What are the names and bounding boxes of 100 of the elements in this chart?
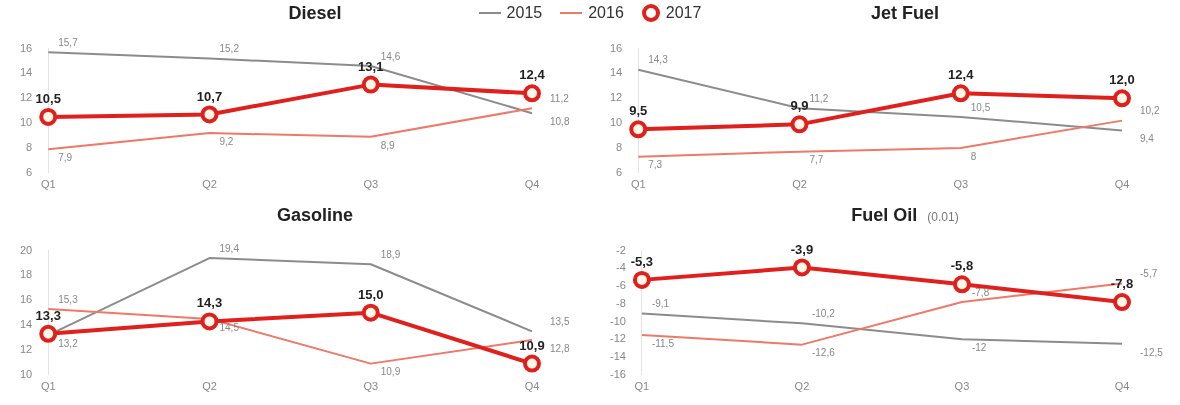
data-label: 10,8 xyxy=(550,115,570,127)
point xyxy=(200,312,219,331)
data-label: 14,3 xyxy=(196,295,223,311)
y-tick-label: 12 xyxy=(19,342,33,355)
x-tick-label: Q1 xyxy=(634,380,650,393)
data-label: 15,7 xyxy=(58,37,79,49)
data-label: -5,3 xyxy=(630,253,654,269)
data-label: -5,8 xyxy=(950,258,974,274)
data-label: -12 xyxy=(971,342,987,354)
y-tick-label: 10 xyxy=(19,367,33,380)
x-tick-label: Q3 xyxy=(954,380,970,393)
data-label: 10,7 xyxy=(196,88,223,104)
data-label: 10,5 xyxy=(970,101,991,113)
y-tick-label: 14 xyxy=(609,66,623,79)
y-tick-label: -8 xyxy=(616,296,626,309)
x-tick-label: Q2 xyxy=(202,178,217,191)
y-tick-label: 12 xyxy=(19,91,33,104)
data-label: 10,5 xyxy=(35,90,61,106)
y-tick-label: 14 xyxy=(19,66,33,79)
data-label: 9,2 xyxy=(219,135,234,147)
chart-subtitle: (0.01) xyxy=(927,210,959,224)
y-tick-label: 6 xyxy=(616,165,623,178)
y-tick-label: 12 xyxy=(609,91,623,104)
data-label: -3,9 xyxy=(790,241,814,257)
data-label: 12,4 xyxy=(519,67,546,83)
x-tick-label: Q4 xyxy=(1114,178,1130,191)
y-tick-label: 6 xyxy=(26,165,33,178)
point xyxy=(361,303,380,322)
chart-title: Jet Fuel xyxy=(870,3,940,23)
data-label: 13,2 xyxy=(58,337,79,349)
data-label: 8,9 xyxy=(380,139,396,151)
data-label: 15,2 xyxy=(219,43,240,55)
data-label: -10,2 xyxy=(811,308,836,320)
x-tick-label: Q1 xyxy=(40,380,56,393)
y-tick-label: 14 xyxy=(19,318,33,331)
data-label: -9,1 xyxy=(651,298,670,310)
data-label: -12,5 xyxy=(1140,346,1164,358)
y-tick-label: 18 xyxy=(19,268,33,281)
y-tick-label: 16 xyxy=(19,293,33,306)
data-label: 14,3 xyxy=(648,54,669,66)
data-label: 19,4 xyxy=(219,242,240,254)
point xyxy=(952,275,971,294)
x-tick-label: Q4 xyxy=(1114,380,1130,393)
data-label: 9,4 xyxy=(1140,133,1155,145)
y-tick-label: -2 xyxy=(616,243,626,256)
x-tick-label: Q4 xyxy=(524,380,540,393)
data-label: 13,3 xyxy=(35,307,61,323)
data-label: 12,4 xyxy=(948,67,975,83)
data-label: -5,7 xyxy=(1140,268,1158,280)
y-tick-label: -10 xyxy=(609,314,626,327)
point xyxy=(523,84,541,103)
data-label: 10,2 xyxy=(1140,105,1160,117)
data-label: 9,5 xyxy=(629,103,648,119)
point xyxy=(1113,293,1131,312)
chart-title: Fuel Oil xyxy=(851,205,918,225)
data-label: 15,0 xyxy=(358,286,384,302)
data-label: 18,9 xyxy=(380,249,401,261)
x-tick-label: Q2 xyxy=(202,380,217,393)
data-label: 14,5 xyxy=(219,321,240,333)
y-tick-label: -12 xyxy=(609,332,626,345)
y-tick-label: 16 xyxy=(19,41,33,54)
data-label: 11,2 xyxy=(809,92,829,104)
data-label: -7,8 xyxy=(971,286,990,298)
y-tick-label: -4 xyxy=(616,261,626,274)
point xyxy=(361,75,380,94)
y-tick-label: -6 xyxy=(616,279,626,292)
data-label: -7,8 xyxy=(1110,276,1134,292)
point xyxy=(632,270,651,289)
legend-label: 2017 xyxy=(665,4,702,22)
chart-title: Diesel xyxy=(288,3,342,23)
data-label: 7,9 xyxy=(58,151,73,163)
data-label: 15,3 xyxy=(58,293,79,305)
data-label: 9,9 xyxy=(790,98,809,114)
point xyxy=(1113,89,1131,108)
data-label: 10,9 xyxy=(380,366,401,378)
x-tick-label: Q4 xyxy=(524,178,540,191)
y-tick-label: 10 xyxy=(609,116,623,129)
x-tick-label: Q1 xyxy=(630,178,646,191)
y-tick-label: 16 xyxy=(609,41,623,54)
point xyxy=(523,354,541,373)
point xyxy=(792,258,811,277)
data-label: -11,5 xyxy=(651,337,675,349)
data-label: 10,9 xyxy=(519,337,545,353)
y-tick-label: -14 xyxy=(609,350,626,363)
y-tick-label: 8 xyxy=(26,140,33,153)
point xyxy=(39,324,58,343)
point xyxy=(39,107,58,126)
data-label: 12,0 xyxy=(1109,72,1135,88)
data-label: 13,5 xyxy=(550,316,570,328)
data-label: 7,3 xyxy=(648,159,663,171)
x-tick-label: Q2 xyxy=(794,380,810,393)
point xyxy=(200,105,219,124)
y-tick-label: 10 xyxy=(19,116,33,129)
x-tick-label: Q3 xyxy=(363,178,379,191)
data-label: 14,6 xyxy=(380,50,401,62)
legend-label: 2015 xyxy=(506,4,543,22)
data-label: 7,7 xyxy=(809,154,824,166)
data-label: -12,6 xyxy=(811,347,836,359)
y-tick-label: -16 xyxy=(609,367,626,380)
point xyxy=(629,120,648,139)
